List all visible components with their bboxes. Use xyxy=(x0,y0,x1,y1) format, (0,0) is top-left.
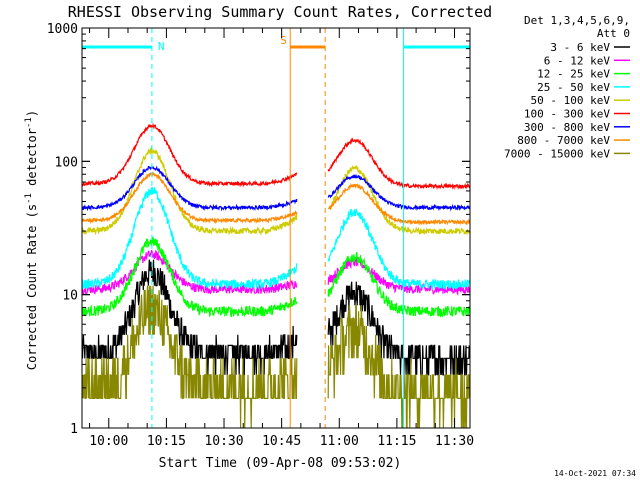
y-axis-label: Corrected Count Rate (s-1 detector-1) xyxy=(24,110,39,370)
x-tick-label-1: 10:15 xyxy=(147,434,186,449)
legend-label-4: 50 - 100 keV xyxy=(531,94,611,107)
series-line-4 xyxy=(82,146,470,236)
legend-label-1: 6 - 12 keV xyxy=(544,54,611,67)
y-tick-label-3: 1000 xyxy=(47,22,78,37)
legend-label-0: 3 - 6 keV xyxy=(550,41,610,54)
legend-label-3: 25 - 50 keV xyxy=(537,81,610,94)
y-tick-label-0: 1 xyxy=(70,422,78,437)
legend-header-line1: Det 1,3,4,5,6,9, xyxy=(524,14,630,27)
series-line-0 xyxy=(82,259,470,376)
x-tick-label-6: 11:30 xyxy=(435,434,474,449)
series-line-6 xyxy=(82,165,470,212)
x-tick-label-3: 10:45 xyxy=(262,434,301,449)
series-line-7 xyxy=(82,170,470,226)
legend-header-line2: Att 0 xyxy=(597,27,630,40)
x-tick-label-5: 11:15 xyxy=(377,434,416,449)
legend-label-7: 800 - 7000 keV xyxy=(517,134,610,147)
legend-label-6: 300 - 800 keV xyxy=(524,121,610,134)
legend-label-5: 100 - 300 keV xyxy=(524,108,610,121)
chart-title: RHESSI Observing Summary Count Rates, Co… xyxy=(68,3,492,21)
footer-date: 14-Oct-2021 07:34 xyxy=(554,469,636,478)
x-tick-label-2: 10:30 xyxy=(204,434,243,449)
plot-area: N S 1 10 100 1000 10:00 10:15 10:30 10:45 11:00 11:… xyxy=(47,22,474,449)
y-tick-label-1: 10 xyxy=(62,289,78,304)
series-line-1 xyxy=(82,249,470,297)
legend-label-8: 7000 - 15000 keV xyxy=(504,147,610,160)
annotation-label-1: S xyxy=(280,34,287,47)
series-line-5 xyxy=(82,122,470,191)
legend-label-2: 12 - 25 keV xyxy=(537,68,610,81)
x-tick-label-4: 11:00 xyxy=(320,434,359,449)
x-axis-label: Start Time (09-Apr-08 09:53:02) xyxy=(159,456,402,471)
series-line-3 xyxy=(82,187,470,291)
series-line-8 xyxy=(82,285,470,428)
y-tick-label-2: 100 xyxy=(55,155,78,170)
annotation-label-0: N xyxy=(158,40,165,53)
plot-frame xyxy=(81,27,471,429)
series-line-2 xyxy=(82,236,470,318)
x-tick-label-0: 10:00 xyxy=(89,434,128,449)
